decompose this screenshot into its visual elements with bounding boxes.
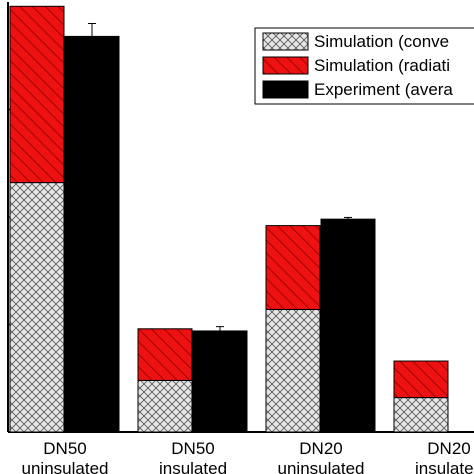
bar-sim-convection: [393, 397, 449, 433]
legend-label: Simulation (radiati: [314, 56, 450, 75]
bar-experiment: [320, 218, 376, 433]
bar-sim-radiation: [265, 225, 321, 310]
x-tick-label: DN50: [43, 439, 86, 458]
x-tick-label: DN50: [171, 439, 214, 458]
crosshatch-legend-icon: [262, 32, 309, 51]
x-tick-label: insulated: [159, 459, 227, 474]
x-tick-label: insulated: [415, 459, 474, 474]
black-legend-icon: [262, 80, 309, 99]
bar-sim-radiation: [137, 328, 193, 381]
bar-sim-convection: [137, 379, 193, 433]
x-tick-label: DN20: [427, 439, 470, 458]
bar-sim-convection: [265, 308, 321, 433]
x-tick-labels: DN50uninsulatedDN50insulatedDN20uninsula…: [22, 439, 474, 474]
legend-label: Experiment (avera: [314, 80, 453, 99]
bar-sim-radiation: [393, 360, 449, 399]
x-tick-label: uninsulated: [22, 459, 109, 474]
bar-sim-convection: [9, 182, 65, 433]
red-hatch-legend-icon: [262, 56, 309, 75]
x-tick-label: DN20: [299, 439, 342, 458]
bar-sim-radiation: [9, 5, 65, 184]
bar-experiment: [64, 35, 120, 433]
legend: Simulation (conve Simulation (radiati Expe…: [254, 27, 474, 105]
bars: [9, 5, 449, 433]
bar-experiment: [192, 330, 248, 433]
legend-label: Simulation (conve: [314, 32, 449, 51]
x-tick-label: uninsulated: [278, 459, 365, 474]
